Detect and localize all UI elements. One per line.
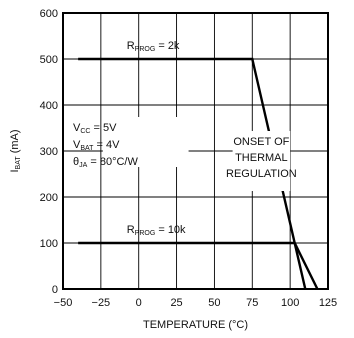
label-base: R — [127, 224, 135, 236]
y-tick-label: 100 — [40, 238, 58, 250]
label-subscript: BAT — [80, 145, 94, 152]
series-line-1 — [78, 241, 319, 290]
conditions-label-bg — [102, 117, 189, 167]
label-rest: = 10k — [155, 224, 186, 236]
series-line-0 — [78, 57, 307, 290]
label-base: V — [73, 139, 81, 151]
y-tick-label: 0 — [52, 284, 58, 296]
label-rest: = 2k — [155, 40, 180, 52]
y-axis-label: IBAT (mA) — [9, 129, 22, 172]
label-base: I — [9, 169, 21, 172]
y-tick-label: 500 — [40, 54, 58, 66]
series-lines — [78, 57, 319, 290]
label-subscript: PROG — [135, 230, 156, 237]
condition-label: θJA = 80°C/W — [73, 156, 138, 169]
x-tick-label: −25 — [92, 297, 111, 309]
x-tick-labels: −50 −25 0 25 50 75 100 125 — [54, 297, 338, 309]
y-tick-label: 300 — [40, 146, 58, 158]
onset-label: REGULATION — [226, 168, 297, 180]
rprog-2k-label: RPROG = 2k — [127, 40, 180, 53]
label-rest: = 5V — [90, 122, 117, 134]
y-tick-label: 600 — [40, 8, 58, 20]
y-tick-label: 200 — [40, 192, 58, 204]
condition-label: VBAT = 4V — [73, 139, 120, 152]
x-tick-label: 100 — [281, 297, 299, 309]
y-tick-labels: 0 100 200 300 400 500 600 — [40, 8, 58, 296]
x-tick-label: 0 — [136, 297, 142, 309]
rprog-10k-label: RPROG = 10k — [127, 224, 186, 237]
y-tick-label: 400 — [40, 100, 58, 112]
label-base: V — [73, 122, 81, 134]
x-tick-label: 75 — [246, 297, 258, 309]
x-tick-label: 25 — [170, 297, 182, 309]
label-rest: = 80°C/W — [87, 156, 138, 168]
condition-label: VCC = 5V — [73, 122, 117, 135]
x-tick-label: 125 — [319, 297, 337, 309]
label-base: R — [127, 40, 135, 52]
label-subscript: CC — [80, 128, 90, 135]
onset-label-bg — [232, 131, 291, 191]
label-subscript: JA — [79, 162, 88, 169]
label-subscript: BAT — [15, 156, 22, 170]
label-subscript: PROG — [135, 46, 156, 53]
plot-frame — [62, 12, 329, 290]
label-base: θ — [73, 156, 79, 168]
x-axis-label: TEMPERATURE (°C) — [143, 319, 248, 331]
label-rest: (mA) — [9, 129, 21, 156]
onset-label: ONSET OF — [233, 136, 289, 148]
x-tick-label: 50 — [208, 297, 220, 309]
x-tick-label: −50 — [54, 297, 73, 309]
label-rest: = 4V — [93, 139, 120, 151]
onset-label: THERMAL — [235, 152, 288, 164]
